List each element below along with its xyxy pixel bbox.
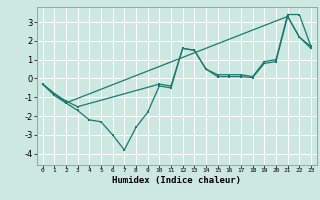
- X-axis label: Humidex (Indice chaleur): Humidex (Indice chaleur): [112, 176, 241, 185]
